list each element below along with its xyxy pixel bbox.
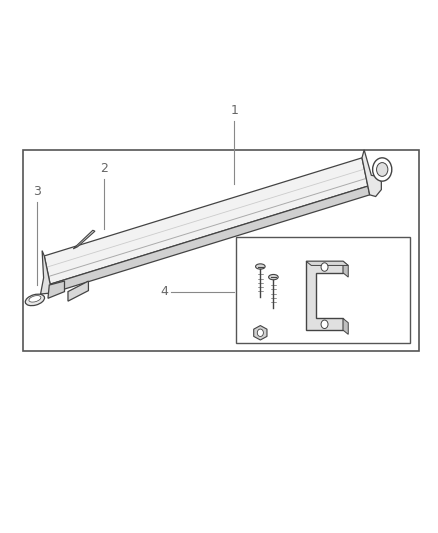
Ellipse shape [29,296,41,302]
Polygon shape [254,326,267,340]
Circle shape [373,158,392,181]
Polygon shape [41,251,52,294]
Polygon shape [50,186,370,293]
Ellipse shape [268,274,278,280]
Circle shape [257,329,263,336]
Text: 4: 4 [161,286,169,298]
Polygon shape [343,318,348,334]
Polygon shape [73,230,95,249]
Circle shape [377,163,388,176]
Circle shape [321,263,328,271]
Polygon shape [44,158,368,284]
Ellipse shape [255,264,265,269]
Text: 2: 2 [100,163,108,175]
Circle shape [321,320,328,328]
Polygon shape [48,281,64,298]
Text: 1: 1 [230,104,238,117]
Polygon shape [343,261,348,277]
Polygon shape [68,281,88,301]
Ellipse shape [25,294,45,305]
Polygon shape [306,261,343,330]
Polygon shape [362,150,381,197]
Bar [237,237,410,343]
Polygon shape [306,261,348,265]
Bar [23,150,419,351]
Text: 3: 3 [33,185,41,198]
